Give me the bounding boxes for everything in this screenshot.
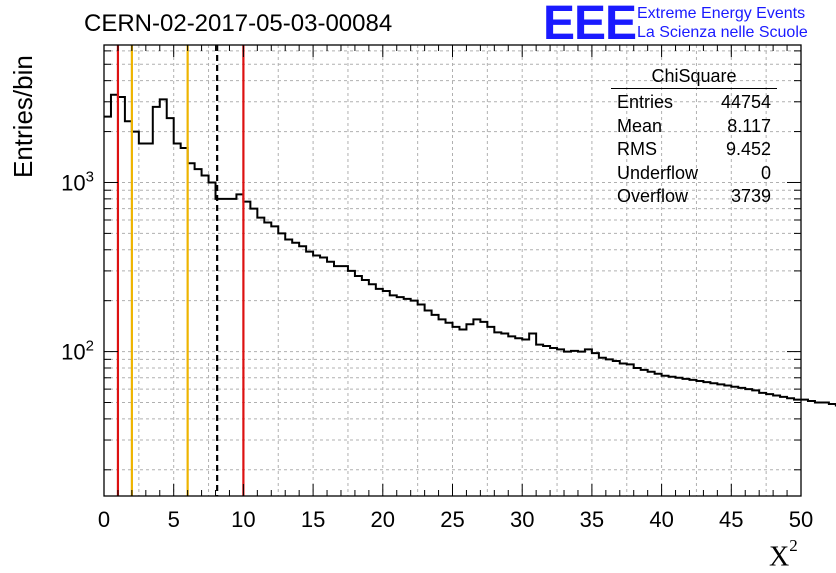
x-tick-label: 0 <box>98 507 110 532</box>
x-axis-label: X2 <box>769 536 798 573</box>
stats-value: 44754 <box>720 92 771 112</box>
stats-row-overflow: Overflow 3739 <box>611 185 777 209</box>
stats-label: RMS <box>617 139 657 159</box>
stats-box: ChiSquare Entries 44754 Mean 8.117 RMS 9.452 U… <box>611 64 777 209</box>
x-tick-label: 15 <box>301 507 325 532</box>
histogram-line <box>104 93 836 407</box>
x-tick-label: 50 <box>789 507 813 532</box>
stats-row-rms: RMS 9.452 <box>611 138 777 162</box>
chart-title: CERN-02-2017-05-03-00084 <box>84 10 393 37</box>
x-tick-label: 10 <box>231 507 255 532</box>
x-axis-label-sup: 2 <box>789 536 798 555</box>
x-tick-label: 30 <box>510 507 534 532</box>
stats-title: ChiSquare <box>611 64 777 89</box>
eee-logo-text: Extreme Energy Events La Scienza nelle S… <box>637 4 808 42</box>
x-tick-label: 5 <box>168 507 180 532</box>
stats-row-entries: Entries 44754 <box>611 91 777 115</box>
eee-logo: EEE <box>543 0 637 50</box>
stats-value: 9.452 <box>725 139 771 159</box>
logo-line-1: Extreme Energy Events <box>637 5 806 22</box>
stats-row-underflow: Underflow 0 <box>611 162 777 186</box>
stats-value: 8.117 <box>727 115 771 136</box>
x-tick-label: 40 <box>649 507 673 532</box>
stats-label: Overflow <box>617 186 689 206</box>
y-tick-label: 103 <box>61 168 94 195</box>
x-tick-label: 20 <box>371 507 395 532</box>
stats-row-mean: Mean 8.117 <box>611 115 777 139</box>
y-tick-label: 102 <box>61 338 94 365</box>
x-tick-label: 35 <box>580 507 604 532</box>
x-tick-label: 45 <box>719 507 743 532</box>
logo-line-2: La Scienza nelle Scuole <box>637 24 808 41</box>
stats-value: 0 <box>760 162 771 183</box>
stats-label: Entries <box>617 92 674 112</box>
x-tick-label: 25 <box>440 507 464 532</box>
stats-label: Mean <box>617 115 663 136</box>
stats-label: Underflow <box>617 162 699 183</box>
x-axis-label-base: X <box>769 541 790 573</box>
stats-value: 3739 <box>730 186 771 206</box>
stats-rows: Entries 44754 Mean 8.117 RMS 9.452 Underflow 0 O… <box>611 91 777 209</box>
